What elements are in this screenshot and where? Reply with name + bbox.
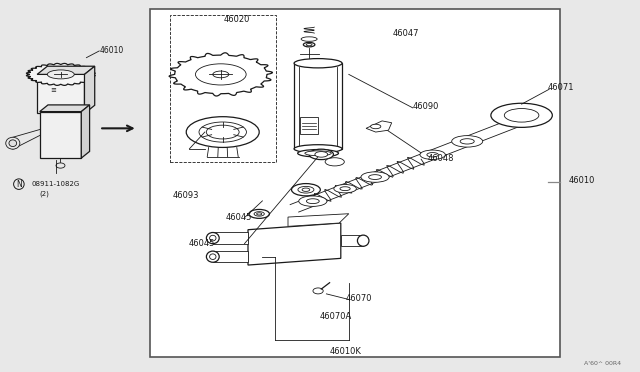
Ellipse shape	[427, 153, 438, 157]
Text: 46010: 46010	[99, 46, 124, 55]
Ellipse shape	[298, 150, 339, 157]
Ellipse shape	[307, 44, 312, 46]
Bar	[40, 112, 81, 158]
Text: 46093: 46093	[173, 191, 199, 200]
Ellipse shape	[315, 152, 328, 157]
Ellipse shape	[210, 235, 216, 241]
Polygon shape	[288, 214, 349, 226]
Ellipse shape	[206, 251, 220, 262]
Ellipse shape	[212, 71, 229, 78]
Ellipse shape	[299, 196, 327, 206]
Ellipse shape	[47, 70, 74, 79]
Polygon shape	[340, 235, 364, 246]
Text: 46020: 46020	[224, 15, 250, 24]
Ellipse shape	[294, 58, 342, 68]
Ellipse shape	[298, 186, 314, 193]
Polygon shape	[366, 121, 392, 132]
Ellipse shape	[357, 235, 369, 246]
Ellipse shape	[294, 145, 342, 153]
Text: 46070: 46070	[346, 294, 372, 303]
Ellipse shape	[420, 150, 445, 160]
Polygon shape	[26, 63, 95, 86]
Ellipse shape	[491, 103, 552, 127]
Ellipse shape	[334, 185, 356, 193]
Bar	[294, 63, 342, 149]
Ellipse shape	[325, 158, 344, 166]
Polygon shape	[37, 66, 95, 74]
Circle shape	[313, 288, 323, 294]
Ellipse shape	[302, 188, 310, 191]
Text: 46045: 46045	[189, 239, 215, 248]
Polygon shape	[212, 232, 248, 244]
Bar	[150, 9, 560, 357]
Polygon shape	[40, 105, 90, 112]
Ellipse shape	[340, 187, 350, 190]
Text: ≡: ≡	[50, 87, 56, 93]
Text: 46090: 46090	[413, 102, 439, 110]
Ellipse shape	[303, 42, 315, 47]
Ellipse shape	[369, 174, 381, 179]
Ellipse shape	[504, 109, 539, 122]
Ellipse shape	[257, 213, 262, 215]
Ellipse shape	[371, 124, 381, 129]
Text: 46010K: 46010K	[330, 347, 362, 356]
Ellipse shape	[452, 136, 483, 147]
Text: 46045: 46045	[225, 213, 252, 222]
Polygon shape	[248, 223, 340, 265]
Circle shape	[56, 163, 65, 168]
Text: 08911-1082G: 08911-1082G	[32, 181, 80, 187]
Ellipse shape	[199, 122, 246, 142]
Ellipse shape	[249, 209, 269, 218]
Ellipse shape	[210, 254, 216, 260]
Ellipse shape	[460, 139, 474, 144]
Ellipse shape	[292, 183, 320, 196]
Bar	[37, 74, 84, 113]
Text: 46071: 46071	[547, 83, 573, 92]
Text: 46010: 46010	[568, 176, 595, 185]
Polygon shape	[169, 53, 273, 96]
Ellipse shape	[301, 37, 317, 41]
Text: 46070A: 46070A	[320, 312, 352, 321]
Ellipse shape	[307, 199, 319, 203]
Ellipse shape	[309, 149, 333, 160]
Text: N: N	[16, 180, 22, 189]
Text: 46048: 46048	[428, 154, 454, 163]
Ellipse shape	[195, 64, 246, 85]
Ellipse shape	[305, 151, 332, 155]
Text: (2): (2)	[40, 190, 50, 197]
Text: 46047: 46047	[393, 29, 419, 38]
Polygon shape	[84, 66, 95, 113]
Ellipse shape	[206, 232, 220, 244]
Text: A'60^ 00R4: A'60^ 00R4	[584, 361, 621, 366]
Polygon shape	[212, 251, 248, 262]
Ellipse shape	[361, 172, 389, 182]
Ellipse shape	[254, 212, 264, 216]
Polygon shape	[81, 105, 90, 158]
Bar	[170, 15, 276, 162]
Ellipse shape	[6, 137, 20, 149]
Ellipse shape	[9, 140, 17, 147]
Ellipse shape	[186, 117, 259, 147]
Ellipse shape	[206, 125, 239, 139]
Bar	[301, 117, 319, 134]
